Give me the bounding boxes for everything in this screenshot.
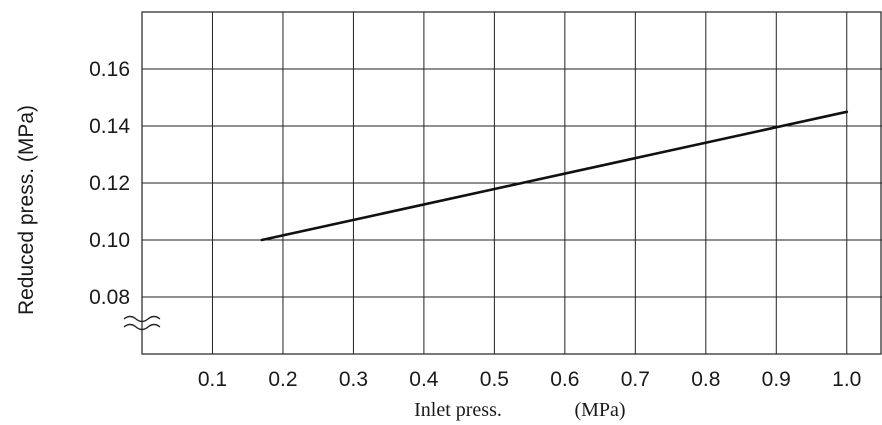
x-tick-label: 0.8 xyxy=(691,368,720,391)
x-tick-label: 0.3 xyxy=(339,368,368,391)
y-tick-label: 0.16 xyxy=(89,58,130,81)
x-tick-label: 0.9 xyxy=(762,368,791,391)
y-tick-label: 0.12 xyxy=(89,172,130,195)
y-tick-label: 0.14 xyxy=(89,115,130,138)
y-tick-labels: 0.08 0.10 0.12 0.14 0.16 xyxy=(89,58,130,309)
x-axis-unit: (MPa) xyxy=(574,399,625,421)
x-tick-label: 0.4 xyxy=(409,368,439,391)
series-line xyxy=(260,110,849,242)
x-tick-label: 1.0 xyxy=(832,368,861,391)
x-tick-label: 0.7 xyxy=(621,368,650,391)
chart-grid xyxy=(141,11,882,355)
axis-break-upper xyxy=(123,315,161,323)
y-tick-label: 0.10 xyxy=(89,229,130,252)
x-tick-label: 0.1 xyxy=(198,368,227,391)
x-tick-label: 0.2 xyxy=(268,368,297,391)
x-tick-labels: 0.1 0.2 0.3 0.4 0.5 0.6 0.7 0.8 0.9 1.0 xyxy=(198,368,861,391)
x-tick-label: 0.6 xyxy=(550,368,579,391)
chart-series xyxy=(260,110,849,242)
axis-break-lower xyxy=(123,323,161,331)
y-tick-label: 0.08 xyxy=(89,286,130,309)
y-axis-break-mark xyxy=(123,315,161,331)
y-axis-label: Reduced press. (MPa) xyxy=(15,105,38,315)
x-tick-label: 0.5 xyxy=(480,368,509,391)
x-axis-label: Inlet press. xyxy=(414,399,502,421)
